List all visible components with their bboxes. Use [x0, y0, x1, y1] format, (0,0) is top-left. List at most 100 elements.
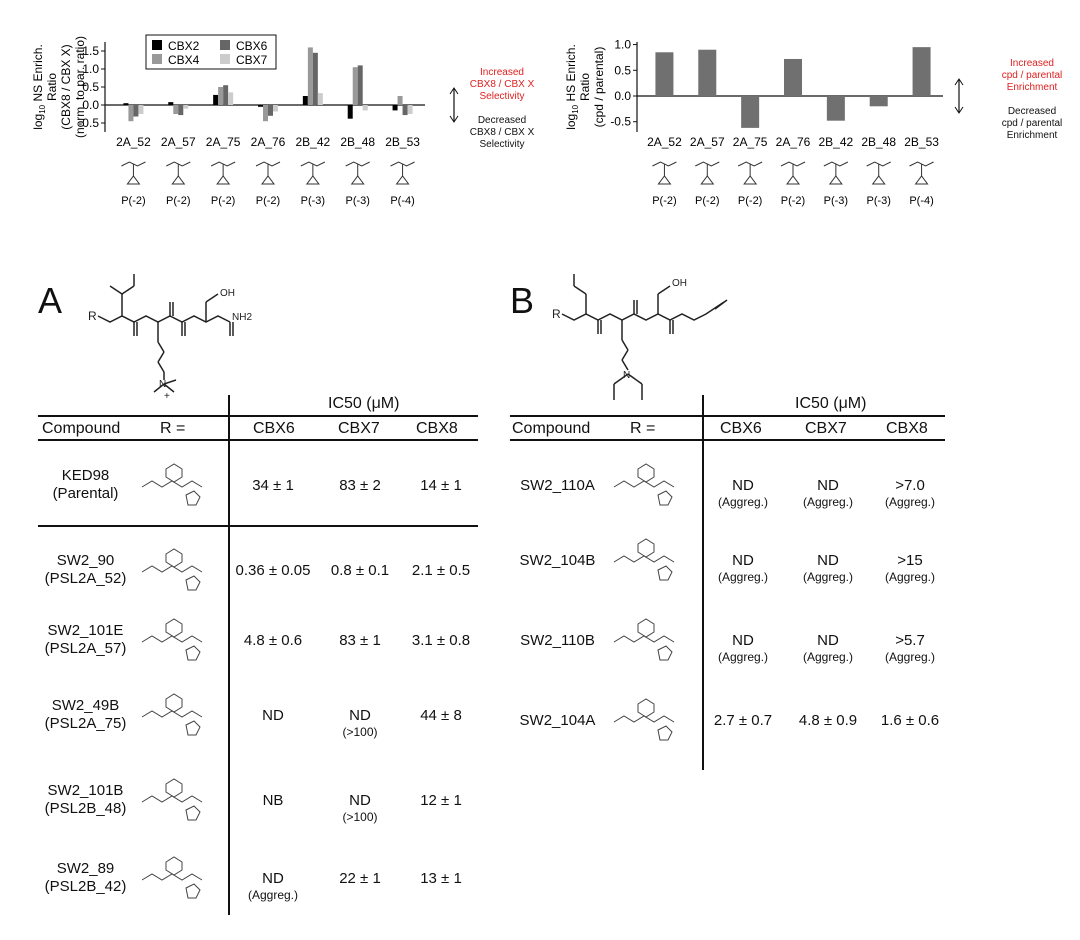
ic50-value: 0.36 ± 0.05: [235, 562, 311, 579]
bar: [223, 85, 229, 105]
bar: [312, 52, 318, 105]
ic50-value: 0.8 ± 0.1: [330, 562, 390, 579]
y-tick-label: 0.0: [614, 89, 631, 103]
legend-swatch: [152, 40, 162, 50]
legend-label: CBX4: [168, 53, 200, 67]
hs-enrichment-chart: log10 HS Enrich. Ratio (cpd / parental) -0…: [564, 38, 1062, 207]
bar: [397, 96, 403, 105]
annotation-up: CBX8 / CBX X: [470, 79, 535, 90]
panel-b-core-structure: R OH N: [552, 274, 728, 400]
bar: [263, 105, 268, 122]
residue-label: P(-2): [211, 195, 235, 207]
legend-swatch: [152, 54, 162, 64]
y-tick-label: 1.0: [614, 38, 631, 52]
bar: [826, 96, 845, 121]
bar: [133, 105, 139, 117]
bar: [218, 87, 224, 105]
annotation-down: Enrichment: [1007, 130, 1058, 141]
residue-label: P(-3): [345, 195, 369, 207]
compound-name: SW2_90 (PSL2A_52): [44, 552, 127, 587]
compound-name: SW2_49B (PSL2A_75): [44, 697, 127, 732]
cbx7-header-b: CBX7: [805, 420, 847, 437]
ic50-value: ND (Aggreg.): [717, 477, 769, 509]
r-group-structure: [141, 693, 203, 736]
hydroxyl-label-b: OH: [672, 278, 687, 289]
residue-label: P(-2): [781, 195, 805, 207]
y-label-line: Ratio: [578, 73, 592, 101]
category-label: 2A_76: [776, 135, 811, 149]
chart1-residue-labels: P(-2) P(-2) P(-2) P(-2) P(-3) P(-3) P(-4): [121, 195, 415, 207]
legend-swatch: [220, 40, 230, 50]
bar: [784, 58, 802, 96]
ic50-value: ND (Aggreg.): [802, 477, 854, 509]
compound-header-a: Compound: [42, 420, 121, 437]
cbx6-header-b: CBX6: [720, 420, 762, 437]
ic50-value: 12 ± 1: [420, 792, 462, 809]
chart2-residue-structures: [652, 161, 934, 185]
residue-label: P(-2): [256, 195, 280, 207]
annotation-up: Selectivity: [479, 91, 524, 102]
r-header-b: R =: [630, 420, 656, 437]
legend-swatch: [220, 54, 230, 64]
panel-a-table: IC50 (μM) Compound R = CBX6 CBX7 CBX8 KE…: [38, 395, 478, 915]
ic50-value: >5.7 (Aggreg.): [884, 632, 936, 664]
ic50-value: 4.8 ± 0.9: [798, 712, 858, 729]
panel-a-letter: A: [38, 280, 63, 321]
y-tick-label: -0.5: [610, 115, 631, 129]
bar: [357, 65, 363, 105]
compound-name: SW2_110A: [520, 477, 595, 494]
bar: [352, 67, 358, 105]
residue-label: P(-2): [652, 195, 676, 207]
chart1-residue-structures: [121, 161, 415, 185]
panel-b-table: IC50 (μM) Compound R = CBX6 CBX7 CBX8 SW…: [510, 395, 945, 770]
y-tick-label: -0.5: [78, 116, 99, 130]
r-group-structure: [613, 618, 675, 661]
ic50-value: 14 ± 1: [420, 477, 462, 494]
category-label: 2B_53: [904, 135, 939, 149]
bar: [698, 49, 717, 96]
chart2-axis: -0.5 0.0 0.5 1.0: [610, 38, 943, 132]
chart2-y-axis-label: log10 HS Enrich. Ratio (cpd / parental): [564, 44, 606, 130]
y-tick-label: 1.5: [82, 44, 99, 58]
bar: [178, 105, 184, 116]
bar: [228, 92, 234, 105]
bar: [173, 105, 179, 114]
category-label: 2B_48: [861, 135, 896, 149]
chart1-bars: [123, 47, 413, 122]
bar: [302, 96, 308, 105]
r-group-structure: [141, 548, 203, 591]
compound-name: SW2_104B: [519, 552, 596, 569]
bar: [213, 94, 219, 105]
category-label: 2A_57: [690, 135, 725, 149]
compound-name: SW2_110B: [520, 632, 595, 649]
cbx8-header-a: CBX8: [416, 420, 458, 437]
ic50-value: 3.1 ± 0.8: [411, 632, 471, 649]
residue-label: P(-2): [738, 195, 762, 207]
category-label: 2A_75: [733, 135, 768, 149]
ic50-value: ND (Aggreg.): [802, 632, 854, 664]
bar: [183, 105, 189, 109]
bar: [123, 103, 129, 105]
category-label: 2A_76: [251, 135, 286, 149]
ic50-value: ND (Aggreg.): [802, 552, 854, 584]
ic50-value: ND (Aggreg.): [247, 870, 299, 902]
annotation-down: Decreased: [1008, 106, 1056, 117]
bar: [258, 105, 263, 107]
residue-label: P(-2): [695, 195, 719, 207]
bar: [128, 105, 134, 122]
amine-label-b: N: [623, 370, 630, 381]
bar: [655, 52, 674, 96]
ic50-value: 83 ± 2: [339, 477, 381, 494]
residue-label: P(-2): [121, 195, 145, 207]
compound-header-b: Compound: [512, 420, 591, 437]
category-label: 2A_75: [206, 135, 241, 149]
amide-label: NH2: [232, 312, 252, 323]
residue-label: P(-4): [390, 195, 414, 207]
category-label: 2A_52: [647, 135, 682, 149]
residue-label: P(-4): [909, 195, 933, 207]
ic50-value: 83 ± 1: [339, 632, 381, 649]
y-label-line: (cpd / parental): [592, 47, 606, 128]
cbx6-header-a: CBX6: [253, 420, 295, 437]
bar: [392, 105, 398, 111]
